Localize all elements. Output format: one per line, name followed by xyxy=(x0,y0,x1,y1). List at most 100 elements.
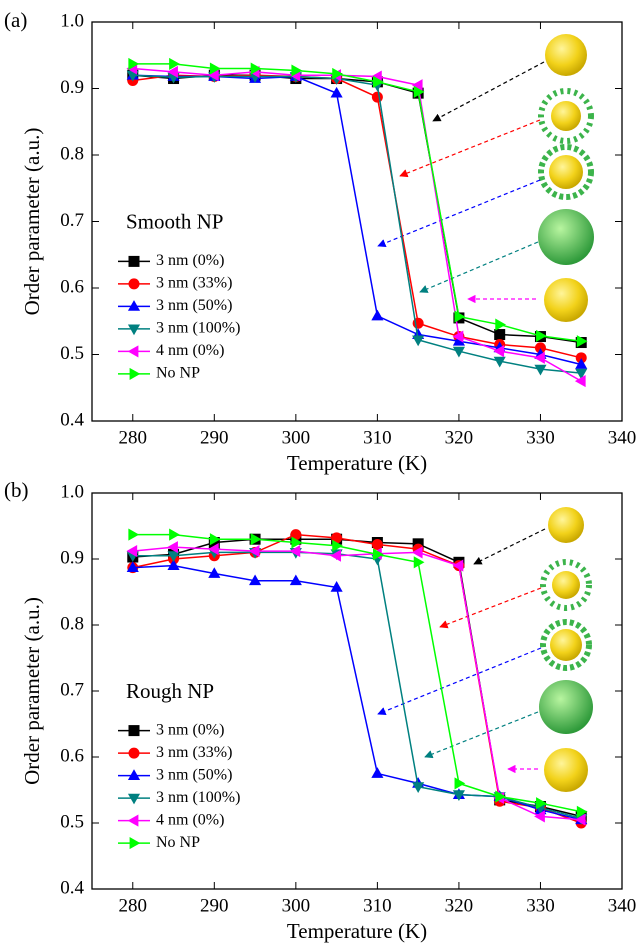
marker xyxy=(534,810,545,823)
marker xyxy=(574,375,586,388)
marker xyxy=(250,533,262,546)
x-tick-label: 280 xyxy=(119,895,148,916)
y-tick-label: 0.5 xyxy=(60,811,84,832)
y-tick-label: 0.8 xyxy=(60,613,84,634)
annotation: Rough NP xyxy=(126,679,214,703)
marker xyxy=(495,318,507,331)
annotation: Smooth NP xyxy=(126,209,223,233)
marker xyxy=(575,352,587,364)
marker xyxy=(493,356,506,368)
legend-label: 4 nm (0%) xyxy=(156,342,224,359)
panel: 0.4 0.5 0.6 0.7 0.8 0.9 1.0 280 290 300 310 320 330 3… xyxy=(4,478,636,943)
marker xyxy=(536,329,547,342)
marker xyxy=(167,541,178,554)
marker xyxy=(169,528,180,541)
marker xyxy=(330,549,342,562)
marker xyxy=(494,329,506,341)
legend-label: 3 nm (0%) xyxy=(156,721,224,738)
np-bare xyxy=(545,34,587,76)
marker xyxy=(331,532,343,544)
y-tick-label: 1.0 xyxy=(60,481,84,502)
marker xyxy=(576,805,588,818)
marker xyxy=(207,543,219,556)
marker xyxy=(371,309,384,321)
series-line xyxy=(132,67,582,382)
x-tick-label: 310 xyxy=(363,895,392,916)
marker xyxy=(536,797,547,810)
x-axis-label: Temperature (K) xyxy=(287,451,427,475)
marker xyxy=(454,777,466,790)
marker xyxy=(209,62,221,75)
legend-label: 3 nm (50%) xyxy=(156,766,232,783)
marker xyxy=(534,351,545,364)
marker xyxy=(452,559,464,572)
marker xyxy=(332,67,343,80)
legend-label: 3 nm (50%) xyxy=(156,297,232,314)
x-tick-label: 330 xyxy=(526,427,555,448)
x-tick-label: 300 xyxy=(282,427,311,448)
marker xyxy=(495,790,507,803)
series-line xyxy=(132,74,582,374)
marker xyxy=(493,345,505,358)
np-covered xyxy=(539,680,593,734)
y-tick-label: 0.6 xyxy=(60,276,84,297)
marker xyxy=(248,545,260,558)
marker xyxy=(576,335,588,348)
marker xyxy=(452,346,465,358)
marker xyxy=(454,310,466,323)
marker xyxy=(128,747,140,759)
legend-label: 3 nm (33%) xyxy=(156,744,232,761)
marker xyxy=(207,69,219,82)
arrow xyxy=(439,587,542,629)
marker xyxy=(413,556,425,569)
marker xyxy=(208,567,221,578)
legend-label: 3 nm (100%) xyxy=(156,320,240,337)
y-tick-label: 0.6 xyxy=(60,745,84,766)
y-tick-label: 1.0 xyxy=(60,10,84,31)
panel: 0.4 0.5 0.6 0.7 0.8 0.9 1.0 280 290 300 310 320 330 3… xyxy=(4,8,636,475)
marker xyxy=(128,57,140,70)
legend-label: No NP xyxy=(156,834,200,851)
legend-label: No NP xyxy=(156,365,200,382)
marker xyxy=(127,324,141,336)
marker xyxy=(127,345,139,358)
panel-label: (a) xyxy=(4,8,27,32)
marker xyxy=(371,538,383,550)
marker xyxy=(128,528,140,541)
marker xyxy=(534,342,546,354)
series-line xyxy=(132,533,582,824)
marker xyxy=(209,533,221,546)
legend-label: 4 nm (0%) xyxy=(156,811,224,828)
marker xyxy=(126,561,139,572)
y-tick-label: 0.7 xyxy=(60,679,84,700)
arrows xyxy=(377,61,546,774)
x-tick-label: 320 xyxy=(445,895,474,916)
marker xyxy=(291,64,303,77)
y-tick-label: 0.4 xyxy=(60,877,84,898)
marker xyxy=(249,574,262,586)
legend-label: 3 nm (100%) xyxy=(156,789,240,806)
x-tick-label: 340 xyxy=(608,427,637,448)
np-ligand xyxy=(540,619,592,671)
x-tick-label: 290 xyxy=(200,895,229,916)
y-tick-label: 0.9 xyxy=(60,77,84,98)
marker xyxy=(289,545,301,558)
marker xyxy=(371,91,383,103)
y-tick-label: 0.5 xyxy=(60,343,84,364)
np-core xyxy=(551,101,581,131)
np-ligand xyxy=(538,88,594,144)
marker xyxy=(575,358,588,369)
np-core xyxy=(552,571,580,599)
marker xyxy=(128,255,140,267)
x-tick-label: 280 xyxy=(119,427,148,448)
series-line xyxy=(132,546,582,821)
marker xyxy=(127,300,141,311)
arrow xyxy=(432,61,545,122)
x-tick-label: 310 xyxy=(363,427,392,448)
np-core xyxy=(550,629,582,661)
marker xyxy=(452,790,465,801)
np-ligand xyxy=(538,144,594,200)
marker xyxy=(332,539,343,552)
x-tick-label: 300 xyxy=(282,895,311,916)
